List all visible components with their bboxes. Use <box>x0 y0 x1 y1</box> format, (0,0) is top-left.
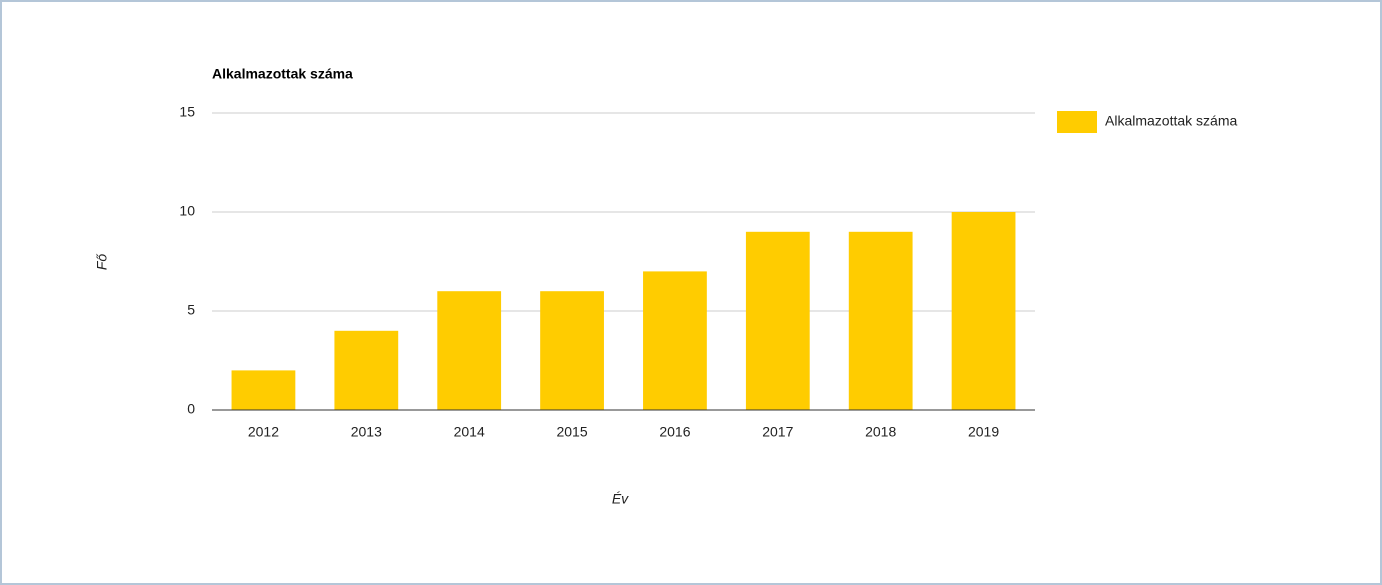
x-tick-label: 2019 <box>968 424 999 440</box>
x-tick-label: 2012 <box>248 424 279 440</box>
bar <box>540 291 604 410</box>
x-tick-label: 2016 <box>659 424 690 440</box>
y-tick-label: 5 <box>187 302 195 318</box>
bar <box>334 330 399 410</box>
y-axis-title: Fő <box>94 254 110 271</box>
y-tick-label: 0 <box>187 401 195 417</box>
bar <box>231 370 296 410</box>
x-tick-label: 2015 <box>556 424 587 440</box>
chart-title: Alkalmazottak száma <box>212 66 353 82</box>
legend-swatch <box>1057 111 1097 133</box>
bar <box>745 231 810 410</box>
x-tick-label: 2018 <box>865 424 896 440</box>
y-tick-label: 10 <box>179 203 195 219</box>
bar <box>437 291 502 410</box>
bar <box>643 271 707 410</box>
y-tick-label: 15 <box>179 104 195 120</box>
legend-label: Alkalmazottak száma <box>1105 113 1237 129</box>
bar <box>951 212 1016 410</box>
x-axis-title: Év <box>612 491 629 507</box>
x-tick-label: 2014 <box>454 424 485 440</box>
x-tick-label: 2017 <box>762 424 793 440</box>
bar <box>848 231 913 410</box>
x-tick-label: 2013 <box>351 424 382 440</box>
